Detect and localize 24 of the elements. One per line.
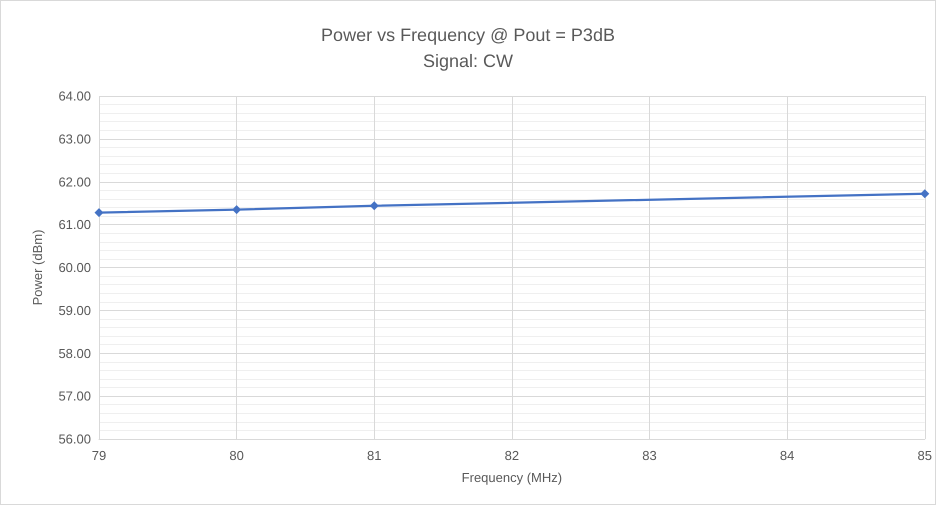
- x-tick-label: 85: [918, 448, 932, 463]
- y-axis-title: Power (dBm): [30, 230, 45, 306]
- y-tick-label: 59.00: [58, 302, 91, 318]
- y-tick-label: 61.00: [58, 217, 91, 232]
- x-axis-title: Frequency (MHz): [462, 470, 562, 485]
- x-tick-label: 83: [642, 448, 657, 463]
- chart-subtitle: Signal: CW: [422, 51, 514, 71]
- y-tick-label: 63.00: [58, 131, 91, 146]
- chart-title: Power vs Frequency @ Pout = P3dB: [321, 25, 615, 45]
- point: [94, 208, 104, 218]
- x-tick-label: 81: [367, 448, 382, 463]
- point: [232, 205, 242, 214]
- y-tick-label: 64.00: [58, 88, 91, 104]
- y-tick-label: 58.00: [58, 346, 91, 361]
- x-tick-label: 79: [92, 448, 106, 463]
- y-tick-label: 60.00: [58, 260, 91, 275]
- x-tick-label: 80: [229, 448, 244, 463]
- x-tick-label: 84: [780, 448, 794, 463]
- point: [920, 189, 930, 198]
- x-tick-label: 82: [504, 448, 520, 463]
- y-tick-label: 56.00: [58, 432, 91, 446]
- y-tick-label: 62.00: [58, 174, 91, 190]
- y-tick-label: 57.00: [58, 388, 91, 404]
- point: [370, 201, 379, 210]
